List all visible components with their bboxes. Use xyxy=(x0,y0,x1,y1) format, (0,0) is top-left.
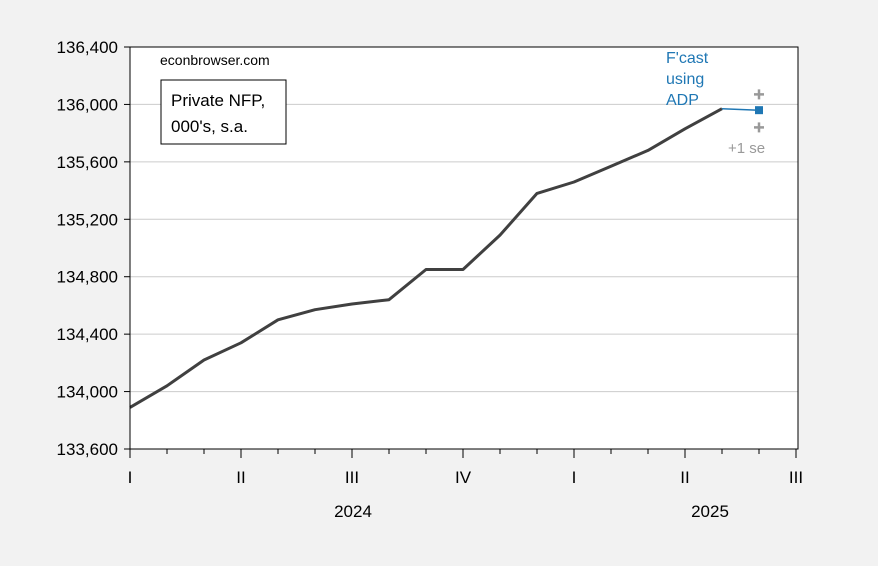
private-nfp-line xyxy=(129,107,723,409)
x-quarter-label: I xyxy=(572,468,577,487)
forecast-line xyxy=(721,107,760,111)
y-tick-label: 134,800 xyxy=(57,268,118,287)
series-label-line2: 000's, s.a. xyxy=(171,117,248,136)
forecast-point-marker xyxy=(755,106,763,115)
year-label-2025: 2025 xyxy=(691,502,729,521)
series-label-box xyxy=(160,79,287,145)
x-quarter-label: III xyxy=(789,468,803,487)
series-label-line1: Private NFP, xyxy=(171,91,265,110)
y-axis-tick-labels: 133,600 134,000 134,400 134,800 135,200 135,6… xyxy=(57,38,130,459)
y-tick-label: 133,600 xyxy=(57,440,118,459)
forecast-label-line2: using xyxy=(666,71,704,88)
x-quarter-label: I xyxy=(128,468,133,487)
plot-frame xyxy=(129,46,799,450)
grid-lines xyxy=(130,103,798,393)
x-quarter-label: IV xyxy=(455,468,472,487)
y-tick-label: 135,600 xyxy=(57,153,118,172)
se-lower-marker xyxy=(754,122,764,133)
year-label-2024: 2024 xyxy=(334,502,372,521)
y-tick-label: 134,400 xyxy=(57,325,118,344)
forecast-label-line1: F'cast xyxy=(666,50,709,67)
x-axis-ticks: I II III IV I II III xyxy=(128,449,803,487)
x-quarter-label: II xyxy=(680,468,689,487)
source-label: econbrowser.com xyxy=(160,52,270,68)
x-quarter-label: III xyxy=(345,468,359,487)
x-quarter-label: II xyxy=(236,468,245,487)
series-layer xyxy=(129,89,764,409)
y-tick-label: 135,200 xyxy=(57,210,118,229)
y-tick-label: 136,000 xyxy=(57,95,118,114)
forecast-label-line3: ADP xyxy=(666,92,699,109)
se-label: +1 se xyxy=(728,140,765,157)
y-tick-label: 134,000 xyxy=(57,383,118,402)
se-upper-marker xyxy=(754,89,764,100)
y-tick-label: 136,400 xyxy=(57,38,118,57)
